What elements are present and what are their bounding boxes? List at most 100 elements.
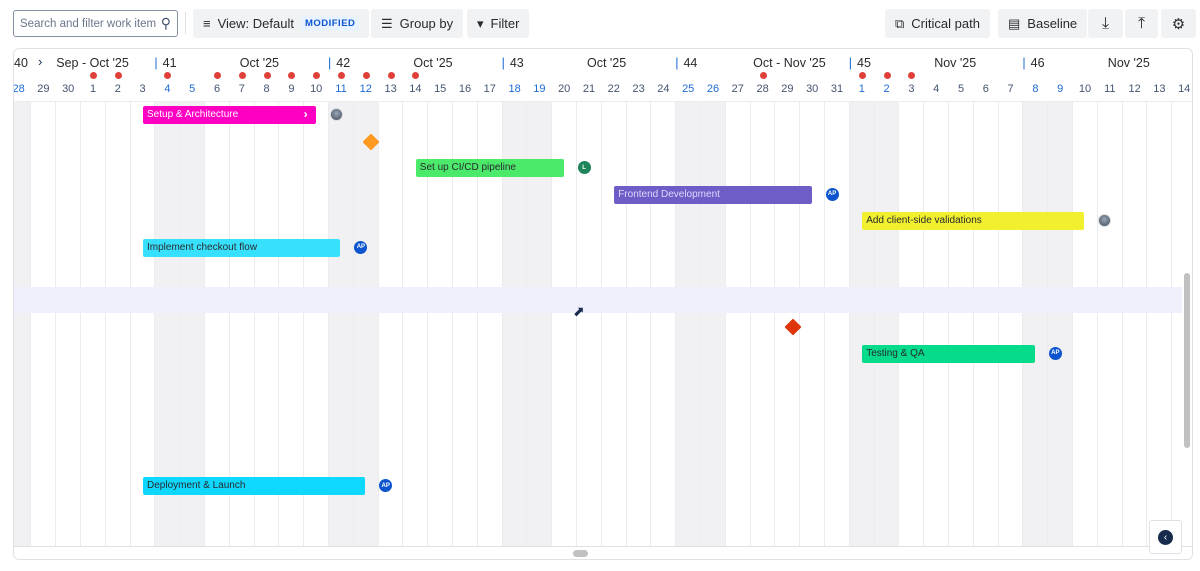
task-name: Deployment & Launch <box>147 480 246 491</box>
day-label: 5 <box>957 83 965 95</box>
day-column <box>1123 101 1148 559</box>
critical-path-button[interactable]: ⧉ Critical path <box>885 9 990 38</box>
day-label: 11 <box>335 83 347 95</box>
baseline-button[interactable]: ▤ Baseline <box>998 9 1088 38</box>
search-icon: ⚲ <box>160 15 171 31</box>
search-input[interactable]: Search and filter work item ⚲ <box>13 10 178 37</box>
day-column <box>131 101 156 559</box>
day-column <box>825 101 850 559</box>
avatar[interactable]: AP <box>825 187 839 201</box>
upload-button[interactable]: ⤒ <box>1125 9 1158 38</box>
day-column <box>502 101 528 559</box>
marker-dot <box>759 72 767 79</box>
day-column <box>676 101 701 559</box>
day-label: 12 <box>359 83 372 95</box>
marker-dot <box>164 72 172 79</box>
critical-path-label: Critical path <box>911 16 980 31</box>
task-name: Implement checkout flow <box>147 241 258 253</box>
expand-children-icon[interactable]: › <box>303 107 308 121</box>
marker-dot <box>338 72 345 79</box>
avatar-photo[interactable] <box>1098 214 1112 227</box>
day-column <box>974 101 999 559</box>
day-column <box>255 101 280 559</box>
mouse-cursor: ⬈ <box>573 303 585 319</box>
day-label: 23 <box>632 83 645 95</box>
month-label: Sep - Oct '25 <box>56 56 129 70</box>
day-column <box>304 101 329 559</box>
day-label: 29 <box>37 83 50 95</box>
task-name: Set up CI/CD pipeline <box>419 162 516 173</box>
day-column <box>81 101 106 559</box>
task-name: Frontend Development <box>618 188 720 200</box>
task-bar[interactable]: Set up CI/CD pipeline <box>415 159 564 177</box>
day-column <box>651 101 677 559</box>
week-label: | 42 <box>328 56 351 70</box>
group-by-button[interactable]: ☰ Group by <box>371 9 464 38</box>
day-label: 25 <box>682 83 695 95</box>
download-button[interactable]: ⤓ <box>1088 9 1123 38</box>
task-bar[interactable]: Add client-side validations <box>862 212 1085 230</box>
day-label: 13 <box>1153 83 1166 95</box>
settings-button[interactable]: ⚙ <box>1161 9 1196 38</box>
horizontal-scrollbar[interactable] <box>14 546 1192 559</box>
day-label: 17 <box>483 83 496 95</box>
month-label: Oct '25 <box>587 56 627 70</box>
day-column <box>1098 101 1123 559</box>
marker-dot <box>114 72 122 79</box>
day-column <box>428 101 453 559</box>
task-bar[interactable]: Testing & QA <box>862 344 1035 363</box>
day-label: 7 <box>1007 83 1014 95</box>
marker-dot <box>883 72 891 79</box>
avatar[interactable]: L <box>577 161 591 174</box>
day-column <box>379 101 404 559</box>
collapse-panel-button[interactable]: ‹ <box>1149 520 1182 554</box>
day-column <box>849 101 875 559</box>
day-label: 11 <box>1104 83 1116 95</box>
day-label: 6 <box>213 83 221 95</box>
day-label: 20 <box>558 83 571 95</box>
group-by-label: Group by <box>399 16 454 31</box>
task-bar[interactable]: Deployment & Launch <box>143 477 366 495</box>
day-label: 9 <box>288 83 295 95</box>
avatar[interactable]: AP <box>1048 346 1062 360</box>
filter-label: Filter <box>490 16 520 31</box>
view-icon: ≡ <box>203 16 211 31</box>
highlighted-row <box>14 287 1182 313</box>
day-label: 26 <box>706 83 720 95</box>
marker-dot <box>908 72 916 79</box>
expand-chevron-icon[interactable]: › <box>38 54 43 69</box>
avatar[interactable]: AP <box>354 240 368 254</box>
day-column <box>279 101 305 559</box>
view-button[interactable]: ≡ View: Default MODIFIED <box>193 9 370 38</box>
task-name: Setup & Architecture <box>147 109 239 120</box>
header-divider <box>14 101 1192 102</box>
day-column <box>106 101 131 559</box>
day-column <box>701 101 726 559</box>
day-label: 15 <box>434 83 447 95</box>
task-bar[interactable]: Implement checkout flow <box>143 238 341 257</box>
day-label: 8 <box>1032 83 1039 95</box>
horizontal-scroll-thumb[interactable] <box>573 550 588 557</box>
upload-icon: ⤒ <box>1137 14 1146 32</box>
day-label: 28 <box>13 83 25 95</box>
vertical-scroll-thumb[interactable] <box>1184 273 1190 448</box>
day-label: 19 <box>533 83 546 95</box>
day-label: 10 <box>1078 83 1092 95</box>
day-column <box>527 101 553 559</box>
task-bar[interactable]: Setup & Architecture › <box>143 106 316 124</box>
day-label: 30 <box>806 83 819 95</box>
modified-badge: MODIFIED <box>300 16 360 31</box>
month-label: Oct '25 <box>239 56 280 70</box>
day-label: 10 <box>310 83 323 95</box>
task-bar[interactable]: Frontend Development <box>614 185 812 204</box>
day-column <box>14 101 32 559</box>
day-column <box>403 101 429 559</box>
marker-dot <box>238 72 246 79</box>
filter-button[interactable]: ▾ Filter <box>467 9 530 38</box>
day-column <box>627 101 652 559</box>
filter-icon: ▾ <box>477 15 484 31</box>
avatar[interactable]: AP <box>379 479 393 492</box>
week-label: 40 <box>14 56 28 70</box>
day-label: 8 <box>263 83 270 95</box>
avatar-photo[interactable] <box>329 108 343 121</box>
